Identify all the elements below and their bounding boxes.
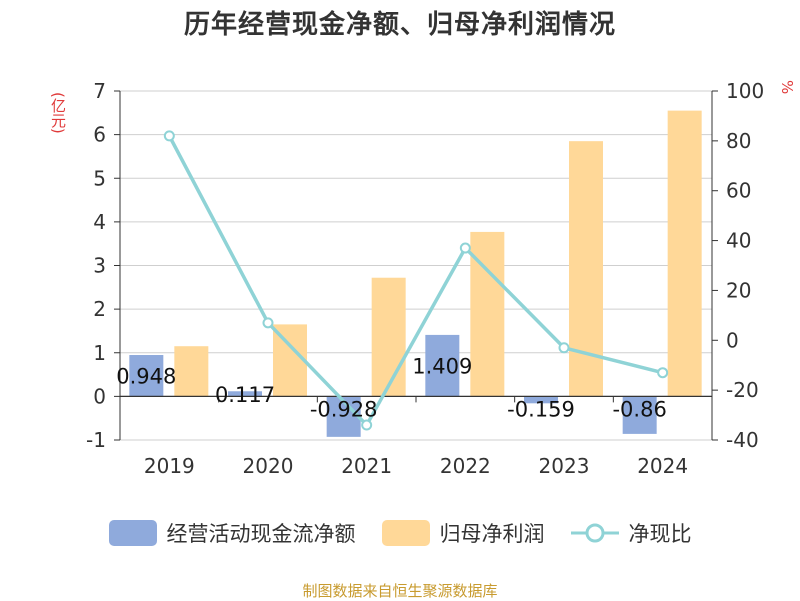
point-ratio <box>459 242 471 254</box>
legend-item-cashflow[interactable]: 经营活动现金流净额 <box>108 518 356 548</box>
point-ratio <box>262 317 274 329</box>
point-ratio <box>657 367 669 379</box>
left-tick-label: 5 <box>93 166 106 190</box>
data-label-cashflow: -0.928 <box>310 397 378 421</box>
legend-swatch-cashflow <box>108 520 157 546</box>
legend-swatch-profit <box>381 520 430 546</box>
right-tick-label: -40 <box>726 428 759 452</box>
bar-profit <box>667 110 702 397</box>
data-label-cashflow: 0.948 <box>116 365 176 389</box>
data-label-cashflow: 0.117 <box>215 383 275 407</box>
right-tick-label: 20 <box>726 278 751 302</box>
right-tick-label: -20 <box>726 378 759 402</box>
legend-label-profit: 归母净利润 <box>439 522 545 546</box>
right-tick-label: 40 <box>726 229 751 253</box>
left-axis-unit: (亿元) <box>49 92 67 134</box>
x-tick-label: 2023 <box>539 454 590 478</box>
bar-cashflow <box>129 355 164 397</box>
left-tick-label: 6 <box>93 123 106 147</box>
bar-profit <box>371 277 406 397</box>
source-note: 制图数据来自恒生聚源数据库 <box>302 582 498 600</box>
left-tick-label: 4 <box>93 210 106 234</box>
chart-legend: 经营活动现金流净额 归母净利润 净现比 <box>0 518 800 548</box>
right-tick-label: 100 <box>726 79 764 103</box>
x-tick-label: 2021 <box>341 454 392 478</box>
legend-item-ratio[interactable]: 净现比 <box>570 518 692 548</box>
chart-title: 历年经营现金净额、归母净利润情况 <box>183 10 616 40</box>
data-label-cashflow: -0.86 <box>612 397 666 421</box>
x-tick-label: 2020 <box>243 454 294 478</box>
data-label-cashflow: 1.409 <box>412 355 472 379</box>
left-tick-label: 2 <box>93 297 106 321</box>
point-ratio <box>558 342 570 354</box>
left-tick-label: 1 <box>93 341 106 365</box>
bar-cashflow <box>524 396 558 404</box>
bar-profit <box>174 346 209 397</box>
legend-label-ratio: 净现比 <box>628 522 692 546</box>
x-tick-label: 2022 <box>440 454 491 478</box>
line-ratio <box>167 135 664 427</box>
data-label-cashflow: -0.159 <box>507 397 575 421</box>
right-tick-label: 80 <box>726 129 751 153</box>
chart-plot: -1 0 1 2 3 4 5 6 7 -40 -20 0 20 40 60 80 100 2019 2020 2021… <box>86 79 764 478</box>
legend-item-profit[interactable]: 归母净利润 <box>381 518 545 548</box>
right-tick-label: 60 <box>726 179 751 203</box>
right-axis-unit: % <box>778 80 796 95</box>
bar-cashflow <box>622 396 657 434</box>
x-tick-label: 2019 <box>144 454 195 478</box>
point-ratio <box>163 130 175 142</box>
bar-cashflow <box>228 391 262 397</box>
left-tick-label: -1 <box>86 428 106 452</box>
point-ratio <box>361 419 373 431</box>
left-tick-label: 3 <box>93 254 106 278</box>
left-tick-label: 7 <box>93 79 106 103</box>
right-tick-label: 0 <box>726 328 739 352</box>
x-tick-label: 2024 <box>637 454 688 478</box>
legend-swatch-ratio <box>570 523 619 543</box>
legend-label-cashflow: 经营活动现金流净额 <box>166 522 356 546</box>
bar-cashflow <box>425 334 460 397</box>
left-tick-label: 0 <box>93 384 106 408</box>
